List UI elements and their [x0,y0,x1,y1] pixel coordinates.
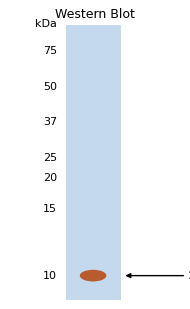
Text: 25: 25 [43,153,57,163]
Text: 50: 50 [43,82,57,91]
Text: 20: 20 [43,173,57,183]
Text: 37: 37 [43,117,57,127]
Ellipse shape [80,270,106,281]
Text: Western Blot: Western Blot [55,8,135,21]
Text: 15: 15 [43,204,57,214]
Bar [66,25,121,300]
Text: 75: 75 [43,46,57,56]
Text: kDa: kDa [35,19,57,28]
Text: 10kDa: 10kDa [188,271,190,281]
Text: 10: 10 [43,271,57,281]
